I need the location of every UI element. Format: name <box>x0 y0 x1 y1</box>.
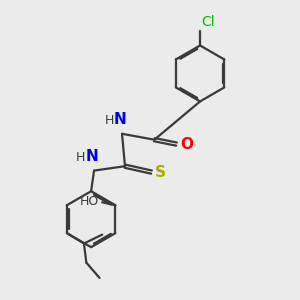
Text: N: N <box>113 112 126 127</box>
Text: O: O <box>180 136 193 152</box>
Text: S: S <box>155 165 166 180</box>
Text: H: H <box>76 151 86 164</box>
Text: HO: HO <box>80 195 99 208</box>
Text: Cl: Cl <box>202 15 215 29</box>
Text: H: H <box>105 114 114 127</box>
Text: N: N <box>85 149 98 164</box>
